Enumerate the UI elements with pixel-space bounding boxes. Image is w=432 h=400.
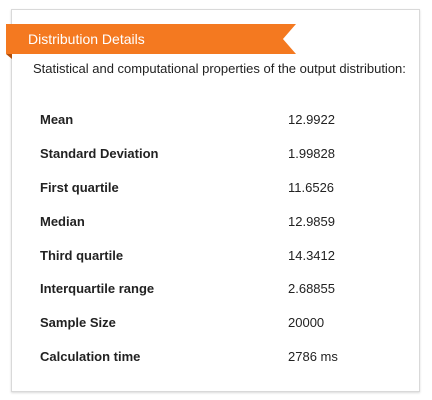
property-label: Mean [40, 112, 74, 128]
property-label: First quartile [40, 179, 119, 195]
table-row: Interquartile range 2.68855 [32, 272, 404, 306]
ribbon-fold [6, 54, 12, 59]
table-row: Median 12.9859 [32, 204, 404, 238]
property-value: 1.99828 [288, 146, 335, 162]
property-value: 14.3412 [288, 247, 335, 263]
table-row: Third quartile 14.3412 [32, 238, 404, 272]
property-value: 11.6526 [288, 179, 335, 195]
table-row: Sample Size 20000 [32, 306, 404, 340]
panel-header-ribbon: Distribution Details [6, 24, 296, 54]
property-label: Standard Deviation [40, 146, 159, 162]
table-row: First quartile 11.6526 [32, 171, 404, 205]
property-value: 12.9922 [288, 112, 335, 128]
properties-table: Mean 12.9922 Standard Deviation 1.99828 … [32, 103, 404, 373]
property-label: Third quartile [40, 247, 124, 263]
panel-title: Distribution Details [28, 31, 145, 47]
property-value: 2786 ms [288, 348, 338, 364]
table-row: Calculation time 2786 ms [32, 340, 404, 374]
property-value: 2.68855 [288, 281, 335, 297]
panel-description: Statistical and computational properties… [33, 61, 406, 76]
property-label: Median [40, 213, 85, 229]
property-label: Interquartile range [40, 281, 155, 297]
property-value: 20000 [288, 315, 325, 331]
table-row: Standard Deviation 1.99828 [32, 137, 404, 171]
table-row: Mean 12.9922 [32, 103, 404, 137]
property-value: 12.9859 [288, 213, 335, 229]
distribution-details-panel: Distribution Details Statistical and com… [6, 9, 420, 392]
property-label: Sample Size [40, 315, 116, 331]
property-label: Calculation time [40, 348, 141, 364]
